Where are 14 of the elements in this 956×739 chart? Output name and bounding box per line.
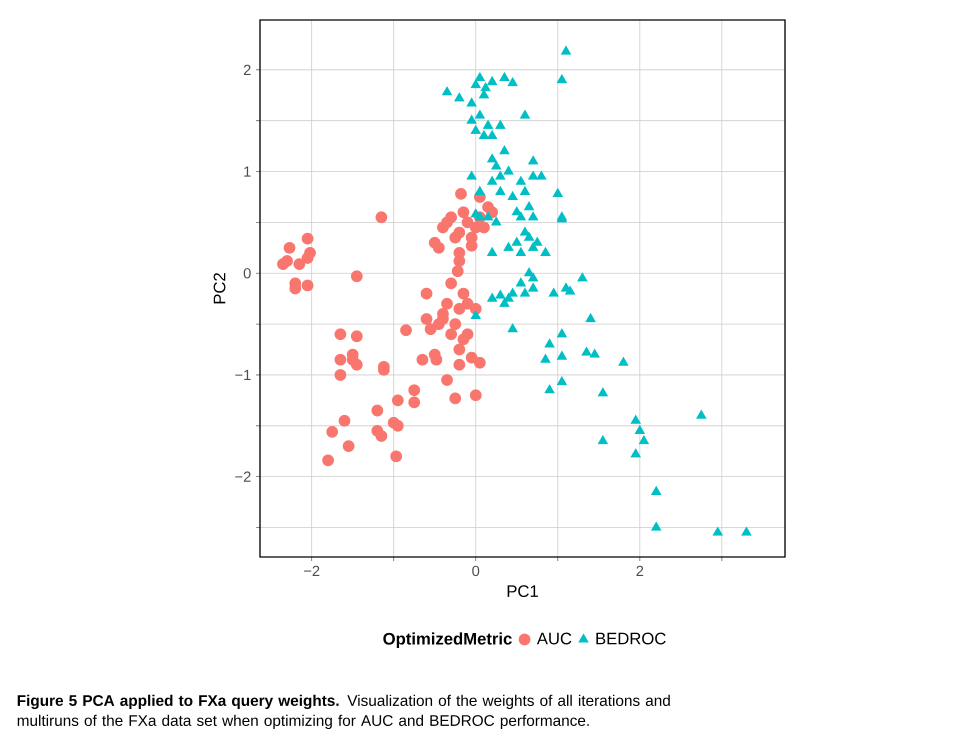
- x-tick-label: 0: [472, 566, 480, 576]
- y-tick-label: 1: [244, 166, 251, 177]
- legend-label: AUC: [536, 632, 572, 644]
- y-tick-label: 0: [244, 268, 251, 278]
- x-axis-title: PC1: [508, 585, 538, 598]
- x-tick-label: 2: [636, 566, 644, 576]
- x-tick-label: −2: [304, 566, 320, 576]
- legend-title: OptimizedMetric: [383, 632, 512, 648]
- y-axis-title: PC2: [214, 273, 226, 304]
- y-tick-label: 2: [244, 64, 251, 75]
- y-tick-label: −2: [235, 472, 251, 482]
- text: Figure 5 PCA applied to FXa query weights. Visualization of the weights of all iterations and multiruns of the FXa data set when optimizing for AUC and BEDROC performance.: [18, 694, 670, 729]
- y-tick-label: −1: [235, 370, 251, 380]
- legend-label: BEDROC: [596, 632, 666, 644]
